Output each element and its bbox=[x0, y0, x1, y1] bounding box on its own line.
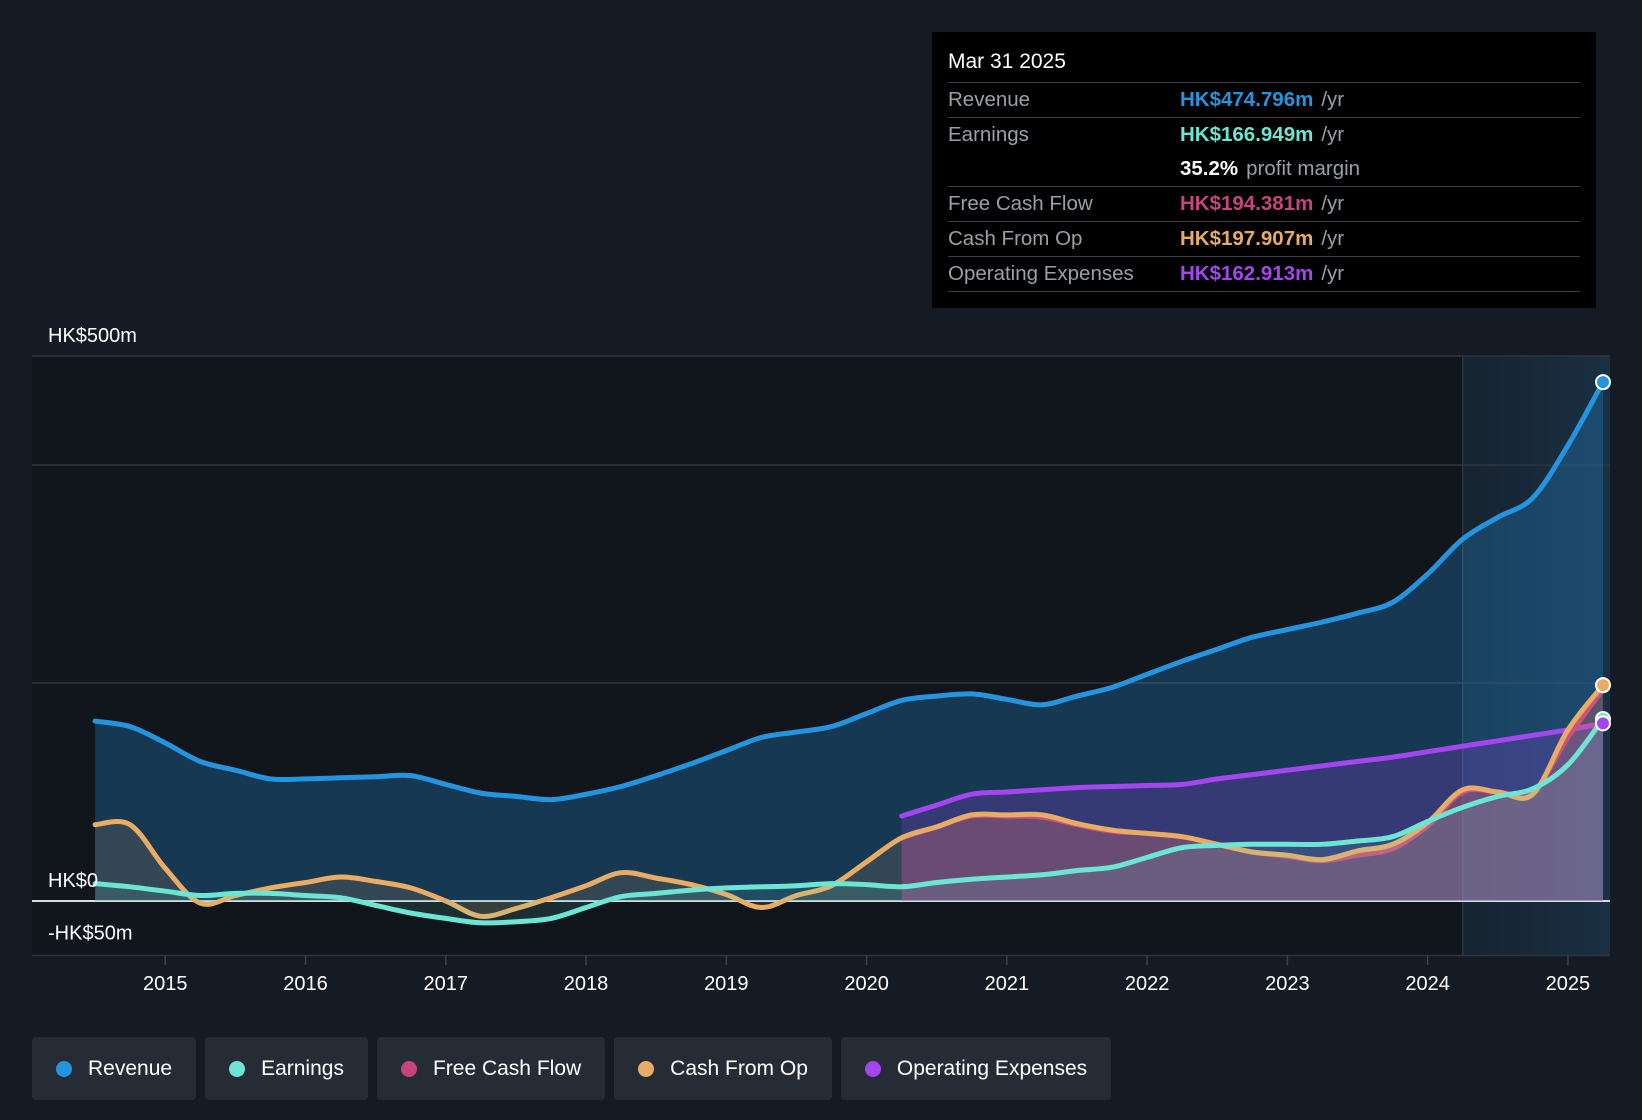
tooltip-unit: /yr bbox=[1321, 227, 1345, 250]
y-tick-label: -HK$50m bbox=[48, 923, 132, 945]
free-cash-flow-area bbox=[901, 689, 1603, 901]
tooltip-label: Cash From Op bbox=[948, 227, 1083, 250]
legend-item-earnings[interactable]: Earnings bbox=[205, 1037, 368, 1100]
earnings-area bbox=[95, 719, 1604, 923]
legend: Revenue Earnings Free Cash Flow Cash Fro… bbox=[32, 1037, 1120, 1100]
revenue-line bbox=[92, 379, 1606, 803]
y-tick-label: HK$500m bbox=[48, 325, 137, 347]
revenue-dot-icon bbox=[56, 1060, 72, 1077]
x-tick-label: 2019 bbox=[704, 973, 749, 995]
profit-margin-value: 35.2% bbox=[1180, 157, 1239, 180]
tooltip-unit: /yr bbox=[1321, 123, 1345, 146]
legend-label: Operating Expenses bbox=[896, 1056, 1088, 1080]
tooltip-unit: /yr bbox=[1321, 262, 1345, 285]
tooltip-row-free-cash-flow: Free Cash Flow HK$194.381m /yr bbox=[948, 186, 1580, 221]
operating-expenses-line bbox=[899, 720, 1606, 819]
profit-margin-label: profit margin bbox=[1246, 157, 1361, 180]
free-cash-flow-dot-icon bbox=[400, 1060, 417, 1077]
legend-item-free-cash-flow[interactable]: Free Cash Flow bbox=[376, 1037, 606, 1100]
legend-label: Revenue bbox=[88, 1056, 173, 1080]
revenue-end-marker[interactable] bbox=[1594, 374, 1611, 391]
x-tick-label: 2022 bbox=[1125, 973, 1170, 995]
tooltip-label: Revenue bbox=[948, 88, 1031, 111]
tooltip-row-operating-expenses: Operating Expenses HK$162.913m /yr bbox=[948, 256, 1580, 292]
revenue-area bbox=[95, 382, 1604, 901]
cash-from-op-area bbox=[95, 685, 1604, 917]
forecast-highlight-band bbox=[1462, 356, 1610, 956]
x-tick-label: 2016 bbox=[283, 973, 328, 995]
x-tick-label: 2024 bbox=[1405, 973, 1450, 995]
tooltip-label: Operating Expenses bbox=[948, 262, 1134, 285]
x-tick-label: 2017 bbox=[424, 973, 469, 995]
tooltip-date: Mar 31 2025 bbox=[948, 50, 1066, 73]
tooltip-panel: Mar 31 2025 Revenue HK$474.796m /yr Earn… bbox=[932, 32, 1596, 308]
cash-from-op-dot-icon bbox=[638, 1060, 655, 1077]
tooltip-label: Earnings bbox=[948, 123, 1029, 146]
tooltip-value: HK$197.907m bbox=[1180, 227, 1314, 250]
tooltip-value: HK$166.949m bbox=[1180, 123, 1314, 146]
x-tick-label: 2021 bbox=[985, 973, 1030, 995]
legend-label: Cash From Op bbox=[670, 1056, 808, 1080]
x-tick-label: 2020 bbox=[844, 973, 889, 995]
cash-from-op-line bbox=[92, 682, 1606, 919]
tooltip-value: HK$474.796m bbox=[1180, 88, 1314, 111]
legend-label: Earnings bbox=[261, 1056, 344, 1080]
earnings-line bbox=[92, 716, 1606, 926]
cash-from-op-end-marker[interactable] bbox=[1594, 677, 1611, 694]
legend-label: Free Cash Flow bbox=[432, 1056, 582, 1080]
operating-expenses-dot-icon bbox=[864, 1060, 881, 1077]
x-tick-label: 2018 bbox=[564, 973, 609, 995]
x-tick-label: 2025 bbox=[1546, 973, 1591, 995]
y-tick-label: HK$0 bbox=[48, 870, 98, 892]
legend-item-cash-from-op[interactable]: Cash From Op bbox=[614, 1037, 832, 1100]
legend-item-revenue[interactable]: Revenue bbox=[32, 1037, 197, 1100]
operating-expenses-end-marker[interactable] bbox=[1594, 715, 1611, 732]
tooltip-value: HK$162.913m bbox=[1180, 262, 1314, 285]
x-tick-label: 2023 bbox=[1265, 973, 1310, 995]
x-tick-label: 2015 bbox=[143, 973, 188, 995]
tooltip-row-cash-from-op: Cash From Op HK$197.907m /yr bbox=[948, 221, 1580, 256]
tooltip-row-revenue: Revenue HK$474.796m /yr bbox=[948, 82, 1580, 117]
tooltip-unit: /yr bbox=[1321, 192, 1345, 215]
tooltip-row-earnings: Earnings HK$166.949m /yr bbox=[948, 117, 1580, 152]
tooltip-value: HK$194.381m bbox=[1180, 192, 1314, 215]
legend-item-operating-expenses[interactable]: Operating Expenses bbox=[840, 1037, 1112, 1100]
tooltip-row-profit-margin: 35.2% profit margin bbox=[948, 152, 1580, 186]
earnings-dot-icon bbox=[229, 1060, 246, 1077]
tooltip-unit: /yr bbox=[1321, 88, 1345, 111]
tooltip-label: Free Cash Flow bbox=[948, 192, 1093, 215]
operating-expenses-area bbox=[901, 723, 1603, 901]
